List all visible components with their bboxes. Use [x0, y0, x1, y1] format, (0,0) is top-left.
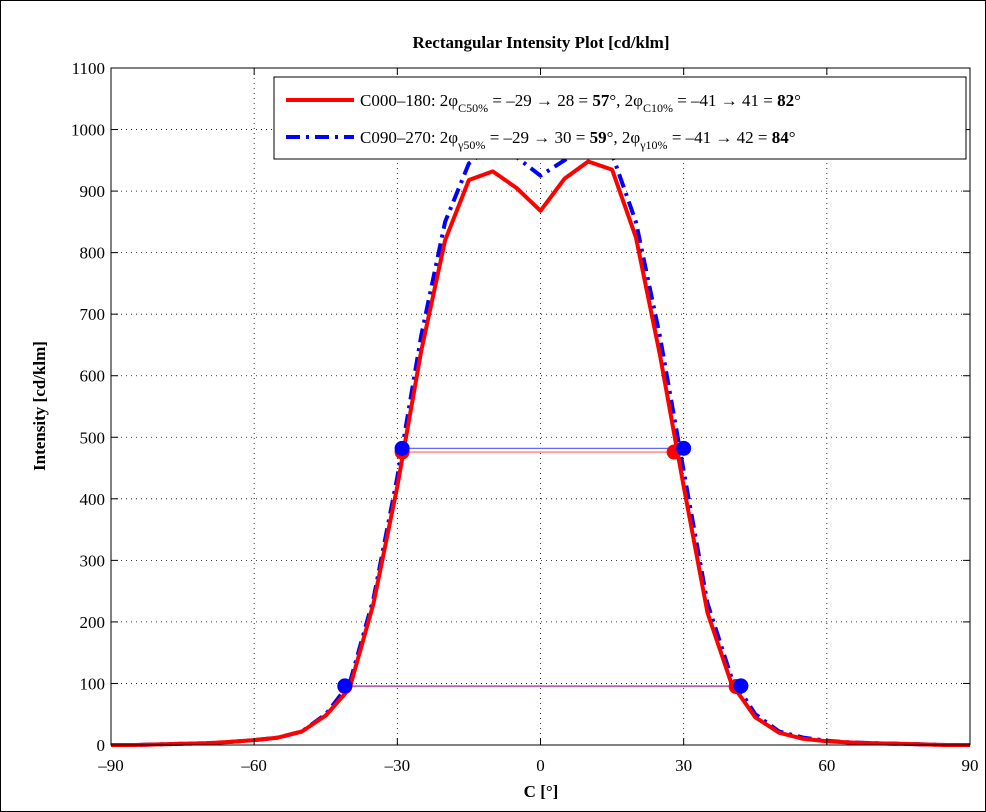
marker-point — [394, 440, 410, 456]
reference-lines — [344, 447, 741, 688]
x-tick-label: –90 — [97, 756, 124, 775]
x-tick-label: 90 — [962, 756, 979, 775]
axis-ticks: –90 –60 –30 0 30 60 90010020030040050060070080… — [71, 59, 979, 775]
legend: C000–180: 2φC50% = –29 → 28 = 57°, 2φC10… — [273, 76, 967, 160]
x-tick-label: –60 — [240, 756, 267, 775]
y-tick-label: 1100 — [72, 59, 105, 78]
y-tick-label: 100 — [80, 674, 106, 693]
chart-title: Rectangular Intensity Plot [cd/klm] — [412, 33, 669, 52]
y-tick-label: 200 — [80, 613, 106, 632]
y-tick-label: 300 — [80, 551, 106, 570]
x-tick-label: 60 — [818, 756, 835, 775]
x-tick-label: 30 — [675, 756, 692, 775]
y-tick-label: 500 — [80, 428, 106, 447]
legend-entry-1: C090–270: 2φγ50% = –29 → 30 = 59°, 2φγ10… — [360, 128, 796, 152]
y-tick-label: 800 — [80, 244, 106, 263]
marker-group — [337, 440, 749, 695]
x-axis-label: C [°] — [524, 782, 559, 801]
x-tick-label: 0 — [536, 756, 545, 775]
y-tick-label: 900 — [80, 182, 106, 201]
y-tick-label: 700 — [80, 305, 106, 324]
marker-point — [337, 678, 353, 694]
x-tick-label: –30 — [384, 756, 411, 775]
y-tick-label: 600 — [80, 367, 106, 386]
marker-point — [733, 678, 749, 694]
y-axis-label: Intensity [cd/klm] — [30, 341, 49, 471]
y-tick-label: 1000 — [71, 121, 105, 140]
legend-entry-0: C000–180: 2φC50% = –29 → 28 = 57°, 2φC10… — [360, 91, 801, 115]
legend-box — [273, 76, 967, 160]
marker-point — [676, 440, 692, 456]
y-tick-label: 400 — [80, 490, 106, 509]
y-tick-label: 0 — [97, 736, 106, 755]
grid — [111, 68, 970, 745]
